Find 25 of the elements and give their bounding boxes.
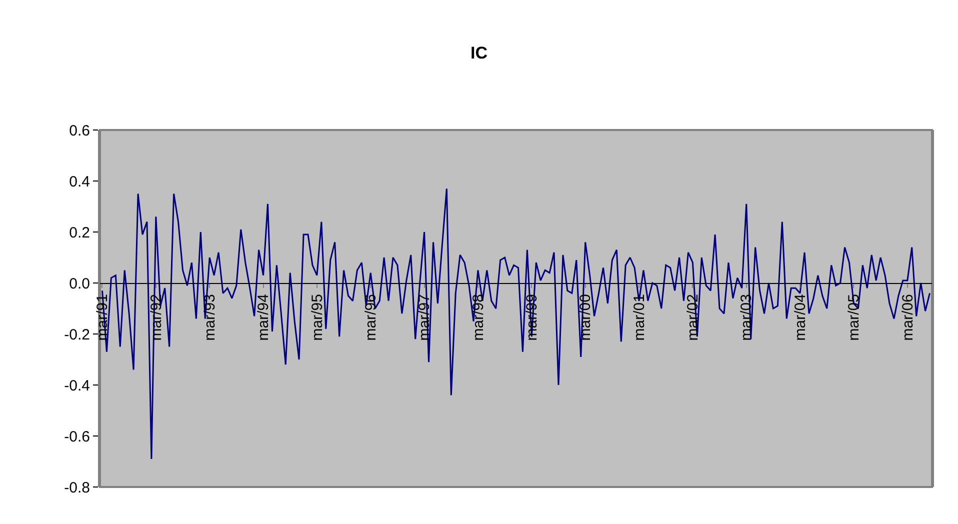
y-tick-label: 0.0 (69, 275, 90, 292)
x-tick-label: mar/91 (94, 294, 112, 341)
x-tick-label: mar/92 (148, 294, 165, 341)
x-tick-label: mar/96 (362, 294, 380, 341)
x-tick-label: mar/03 (738, 294, 756, 341)
y-tick-label: -0.8 (64, 479, 90, 496)
y-tick-label: -0.4 (64, 377, 90, 394)
x-tick-label: mar/95 (308, 294, 326, 341)
y-tick-label: 0.2 (69, 224, 90, 242)
y-tick-label: 0.6 (69, 122, 90, 140)
x-tick-label: mar/06 (899, 294, 916, 341)
x-tick-label: mar/98 (470, 294, 487, 341)
x-tick-label: mar/00 (577, 294, 594, 341)
x-tick-label: mar/93 (201, 294, 218, 341)
y-tick-label: -0.6 (64, 428, 90, 446)
y-tick-label: -0.2 (64, 326, 90, 344)
x-tick-label: mar/99 (524, 294, 541, 341)
y-tick-label: 0.4 (69, 173, 90, 190)
x-tick-label: mar/94 (255, 294, 272, 341)
x-tick-label: mar/97 (416, 294, 434, 341)
x-tick-label: mar/04 (792, 294, 809, 341)
x-tick-label: mar/05 (846, 294, 863, 341)
chart-title: IC (470, 43, 488, 62)
x-tick-label: mar/02 (684, 294, 702, 341)
x-tick-label: mar/01 (630, 294, 648, 341)
